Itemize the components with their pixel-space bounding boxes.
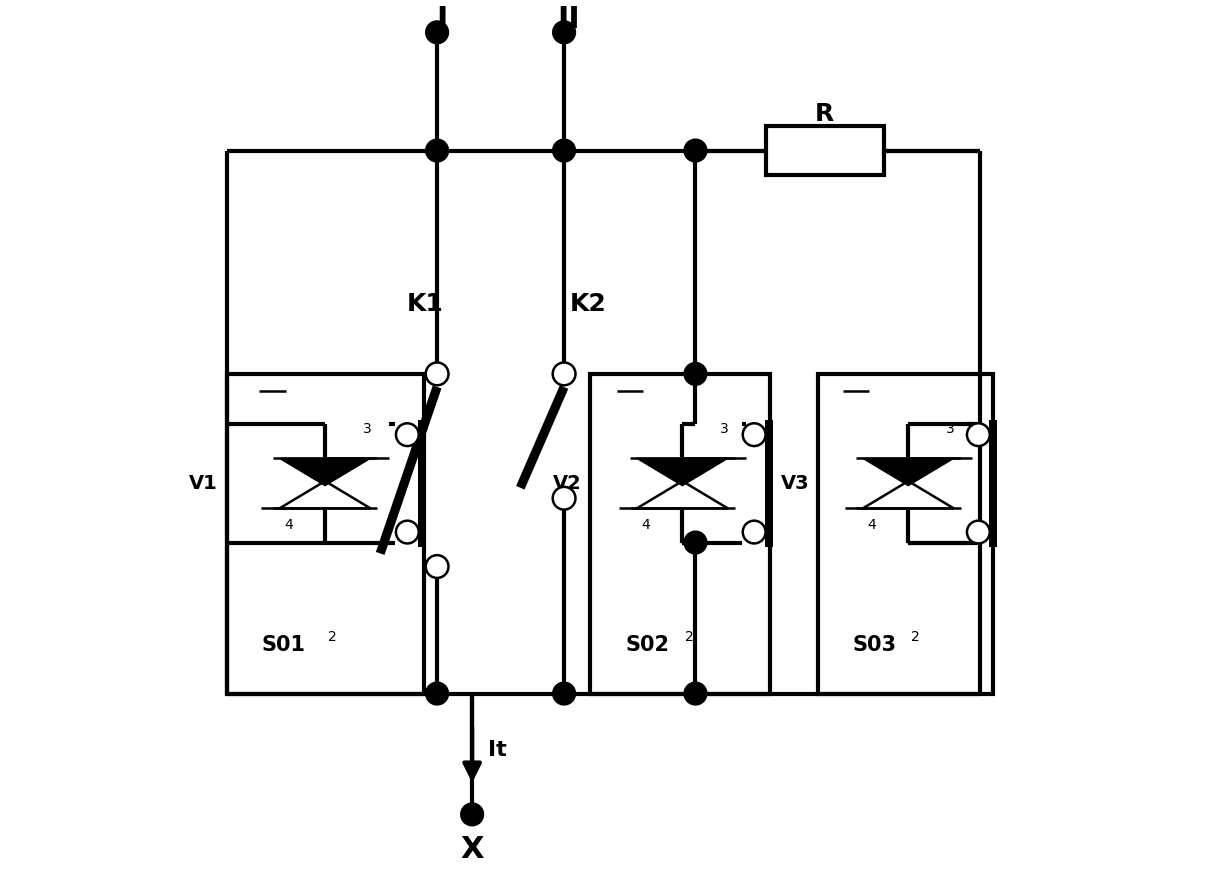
- Circle shape: [684, 531, 707, 554]
- Circle shape: [426, 363, 449, 385]
- Text: 4: 4: [284, 518, 292, 533]
- Bar: [590, 374, 770, 693]
- Text: II: II: [558, 4, 579, 34]
- Text: 2: 2: [327, 629, 337, 644]
- Circle shape: [396, 423, 419, 446]
- Circle shape: [553, 363, 576, 385]
- Text: V3: V3: [781, 474, 810, 493]
- Circle shape: [742, 521, 765, 543]
- Text: V1: V1: [189, 474, 218, 493]
- Bar: [765, 420, 772, 547]
- Text: 3: 3: [362, 422, 372, 436]
- Circle shape: [553, 21, 576, 44]
- Bar: [418, 420, 426, 547]
- Bar: [989, 420, 997, 547]
- Bar: [818, 374, 993, 693]
- Circle shape: [426, 140, 449, 162]
- Text: R: R: [815, 101, 834, 125]
- Circle shape: [396, 521, 419, 543]
- Circle shape: [553, 682, 576, 705]
- Text: I: I: [436, 4, 447, 34]
- Text: 3: 3: [721, 422, 729, 436]
- Circle shape: [461, 803, 484, 826]
- Circle shape: [742, 423, 765, 446]
- Bar: [765, 126, 884, 175]
- Text: S02: S02: [625, 636, 670, 655]
- Circle shape: [426, 555, 449, 578]
- Text: It: It: [488, 741, 507, 760]
- Circle shape: [426, 682, 449, 705]
- Text: 2: 2: [684, 629, 694, 644]
- Circle shape: [684, 682, 707, 705]
- Circle shape: [553, 487, 576, 509]
- Text: 3: 3: [946, 422, 955, 436]
- Text: X: X: [460, 835, 484, 864]
- Circle shape: [426, 363, 449, 385]
- Polygon shape: [863, 459, 954, 485]
- Circle shape: [553, 363, 576, 385]
- Circle shape: [553, 140, 576, 162]
- Circle shape: [684, 140, 707, 162]
- Text: S01: S01: [262, 636, 305, 655]
- Text: K2: K2: [570, 292, 606, 316]
- Circle shape: [426, 21, 449, 44]
- Bar: [227, 374, 424, 693]
- Text: 2: 2: [911, 629, 920, 644]
- Polygon shape: [280, 459, 371, 485]
- Circle shape: [684, 363, 707, 385]
- Circle shape: [967, 423, 990, 446]
- Text: 4: 4: [867, 518, 876, 533]
- Text: 4: 4: [641, 518, 649, 533]
- Polygon shape: [637, 459, 728, 485]
- Text: V2: V2: [553, 474, 582, 493]
- Text: K1: K1: [407, 292, 443, 316]
- Circle shape: [967, 521, 990, 543]
- Text: S03: S03: [853, 636, 897, 655]
